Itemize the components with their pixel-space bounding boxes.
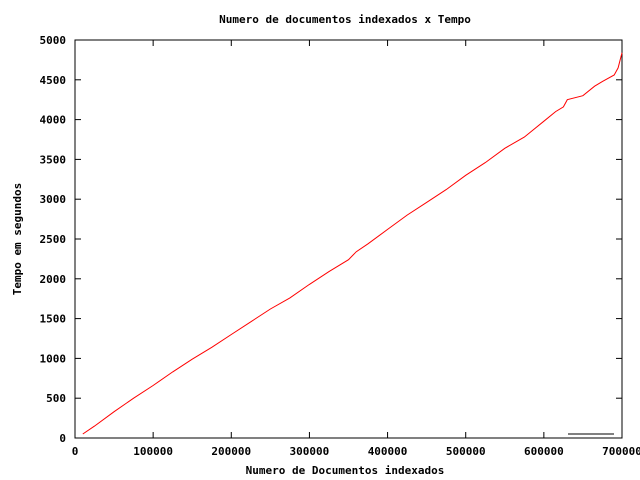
x-tick-label: 500000: [446, 445, 486, 458]
x-tick-label: 300000: [290, 445, 330, 458]
plot-axes: 0 100000 200000 300000 400000 500000 600000 700…: [40, 34, 640, 458]
y-tick-label: 2500: [40, 233, 67, 246]
y-axis-title: Tempo em segundos: [11, 183, 24, 296]
y-tick-label: 0: [59, 432, 66, 445]
y-tick-label: 4500: [40, 74, 67, 87]
y-tick-label: 4000: [40, 114, 67, 127]
y-tick-label: 1000: [40, 352, 67, 365]
series-line: [82, 52, 623, 435]
y-tick-label: 1500: [40, 313, 67, 326]
x-tick-label: 700000: [602, 445, 640, 458]
x-tick-label: 0: [72, 445, 79, 458]
y-tick-label: 2000: [40, 273, 67, 286]
y-tick-label: 5000: [40, 34, 67, 47]
x-axis-title: Numero de Documentos indexados: [246, 464, 445, 477]
x-tick-label: 200000: [211, 445, 251, 458]
y-tick-label: 3500: [40, 153, 67, 166]
y-tick-label: 3000: [40, 193, 67, 206]
plot-border: [74, 39, 623, 439]
x-tick-label: 100000: [133, 445, 173, 458]
y-tick-label: 500: [46, 392, 66, 405]
chart-title: Numero de documentos indexados x Tempo: [219, 13, 471, 26]
x-tick-label: 400000: [368, 445, 408, 458]
x-tick-label: 600000: [524, 445, 564, 458]
series-layer: [82, 52, 623, 435]
